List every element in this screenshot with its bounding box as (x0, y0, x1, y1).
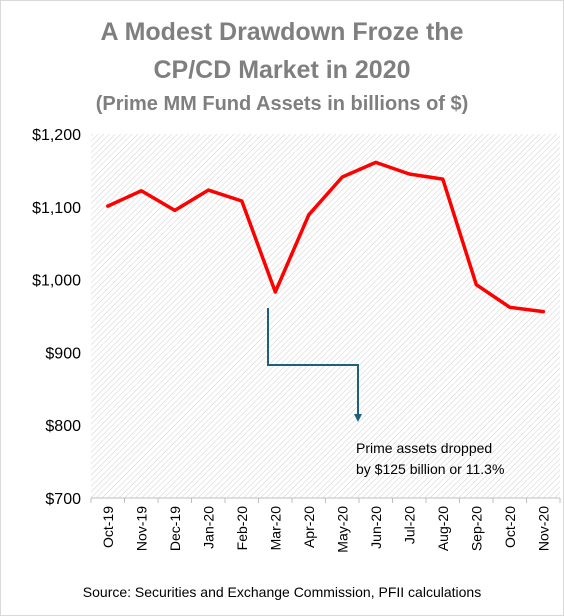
y-tick-label: $1,200 (32, 127, 81, 144)
y-tick-label: $900 (45, 345, 81, 362)
y-tick-label: $800 (45, 418, 81, 435)
x-tick-label: Jul-20 (401, 506, 417, 544)
x-tick-label: Oct-19 (100, 506, 116, 548)
x-tick-label: Mar-20 (267, 506, 283, 551)
x-tick-label: Nov-20 (535, 506, 551, 551)
x-tick-label: Dec-19 (167, 506, 183, 551)
y-tick-label: $1,000 (32, 273, 81, 290)
chart-title-line-2: CP/CD Market in 2020 (153, 56, 411, 84)
chart-subtitle: (Prime MM Fund Assets in billions of $) (95, 93, 469, 115)
x-tick-label: Jan-20 (200, 506, 216, 549)
y-tick-label: $1,100 (32, 200, 81, 217)
x-tick-label: Jun-20 (368, 506, 384, 549)
source-note: Source: Securities and Exchange Commissi… (82, 584, 482, 600)
annotation-arrow (267, 308, 362, 422)
x-tick-label: May-20 (334, 506, 350, 553)
annotation-line-2: by $125 billion or 11.3% (356, 461, 504, 477)
x-tick-label: Nov-19 (133, 506, 149, 551)
chart-title-line-1: A Modest Drawdown Froze the (100, 18, 464, 46)
series-line (106, 160, 546, 314)
annotation-arrow-path (267, 308, 362, 422)
x-tick-label: Feb-20 (234, 506, 250, 551)
y-axis: $700 $800 $900 $1,000 $1,100 $1,200 (32, 127, 81, 508)
x-tick-label: Sep-20 (468, 506, 484, 551)
annotation-line-1: Prime assets dropped (356, 440, 492, 456)
series-layer (106, 160, 546, 314)
x-tick-label: Oct-20 (502, 506, 518, 548)
x-tick-label: Aug-20 (435, 506, 451, 551)
y-tick-label: $700 (45, 491, 81, 508)
x-tick-label: Apr-20 (301, 506, 317, 548)
x-axis: Oct-19 Nov-19 Dec-19 Jan-20 Feb-20 Mar-20 Apr-… (90, 497, 561, 553)
